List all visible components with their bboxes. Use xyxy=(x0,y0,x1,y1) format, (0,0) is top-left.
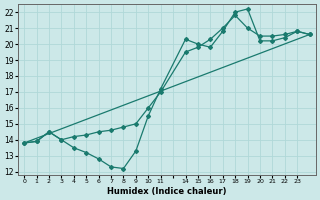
X-axis label: Humidex (Indice chaleur): Humidex (Indice chaleur) xyxy=(107,187,227,196)
